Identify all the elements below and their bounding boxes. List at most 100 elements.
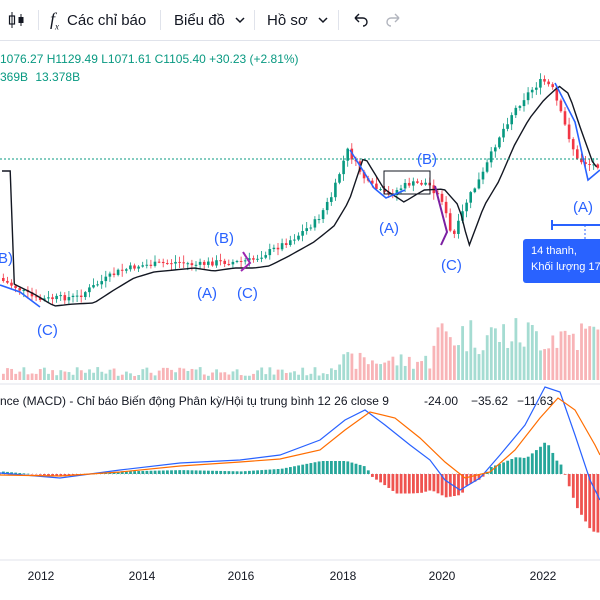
volume-bar bbox=[198, 367, 202, 380]
candle bbox=[518, 106, 522, 108]
candle bbox=[174, 261, 177, 264]
macd-hist-value: -24.00 bbox=[424, 394, 458, 408]
volume-bar bbox=[416, 361, 419, 380]
wave-line-c3 bbox=[434, 185, 449, 246]
candle bbox=[379, 189, 382, 191]
candle bbox=[592, 164, 595, 166]
macd-hist-bar bbox=[297, 465, 300, 474]
macd-hist-bar bbox=[362, 466, 366, 474]
candle bbox=[30, 292, 34, 297]
candle bbox=[309, 227, 313, 229]
macd-hist-bar bbox=[149, 470, 153, 474]
macd-hist-bar bbox=[338, 461, 341, 474]
candle bbox=[252, 258, 255, 260]
candle bbox=[403, 182, 407, 189]
volume-bar bbox=[334, 369, 337, 380]
macd-hist-bar bbox=[588, 474, 592, 529]
macd-hist-bar bbox=[567, 474, 571, 487]
candle bbox=[14, 285, 17, 289]
macd-hist-bar bbox=[133, 471, 136, 474]
candle bbox=[453, 230, 456, 234]
volume-bar bbox=[297, 374, 300, 380]
macd-hist-bar bbox=[563, 474, 567, 475]
candle bbox=[59, 295, 62, 297]
candle bbox=[18, 288, 21, 291]
candle bbox=[321, 210, 325, 220]
profile-button[interactable]: Hồ sơ bbox=[267, 0, 330, 40]
candle bbox=[280, 243, 284, 250]
volume-bars bbox=[2, 318, 600, 380]
volume-bar bbox=[293, 371, 296, 380]
candle bbox=[202, 261, 206, 265]
macd-hist-bar bbox=[198, 470, 202, 474]
macd-hist-bar bbox=[346, 461, 350, 474]
volume-bar bbox=[268, 367, 272, 380]
volume-bar bbox=[543, 349, 546, 380]
macd-hist-bar bbox=[129, 471, 132, 474]
volume-bar bbox=[170, 369, 173, 380]
macd-hist-bar bbox=[153, 470, 157, 474]
volume-bar bbox=[539, 350, 542, 380]
candle bbox=[47, 297, 50, 299]
candle bbox=[448, 213, 452, 231]
candle bbox=[387, 191, 390, 195]
macd-hist-bar bbox=[477, 474, 481, 480]
macd-hist-bar bbox=[522, 457, 526, 474]
volume-bar bbox=[567, 334, 571, 380]
macd-hist-bar bbox=[428, 474, 432, 491]
volume-bar bbox=[166, 367, 169, 380]
volume-value-b: 13.378B bbox=[35, 70, 81, 84]
candle bbox=[2, 278, 5, 281]
candle-style-button[interactable] bbox=[6, 0, 28, 40]
profile-label: Hồ sơ bbox=[267, 11, 308, 29]
macd-signal-value: −11.63 bbox=[517, 394, 553, 408]
undo-button[interactable] bbox=[350, 0, 370, 40]
volume-bar bbox=[75, 367, 79, 380]
macd-hist-bar bbox=[457, 474, 460, 496]
redo-button[interactable] bbox=[384, 0, 404, 40]
volume-value-a: 369B bbox=[0, 70, 29, 84]
volume-bar bbox=[362, 357, 366, 380]
volume-bar bbox=[235, 369, 239, 380]
volume-bar bbox=[547, 348, 551, 380]
candle bbox=[178, 261, 181, 263]
macd-hist-bar bbox=[580, 474, 583, 515]
candle bbox=[239, 260, 243, 262]
macd-hist-bar bbox=[51, 474, 54, 476]
macd-hist-bar bbox=[276, 469, 280, 474]
volume-bar bbox=[84, 372, 87, 380]
macd-hist-bar bbox=[543, 442, 546, 474]
macd-hist-bar bbox=[432, 474, 436, 492]
toolbar-separator bbox=[338, 10, 339, 30]
candle bbox=[465, 202, 468, 212]
volume-bar bbox=[412, 368, 415, 380]
candle bbox=[412, 181, 415, 186]
macd-hist-bar bbox=[424, 474, 428, 492]
candle bbox=[260, 257, 263, 259]
macd-hist-bar bbox=[59, 474, 63, 477]
macd-hist-bar bbox=[293, 466, 296, 474]
volume-bar bbox=[116, 375, 120, 380]
chart-templates-button[interactable]: Biểu đồ bbox=[174, 0, 247, 40]
indicators-button[interactable]: fx Các chỉ báo bbox=[50, 0, 146, 40]
macd-hist-bar bbox=[248, 470, 251, 474]
candle bbox=[395, 190, 399, 196]
volume-bar bbox=[305, 375, 309, 380]
volume-bar bbox=[26, 374, 30, 380]
macd-hist-bar bbox=[190, 470, 194, 474]
macd-hist-bar bbox=[379, 474, 382, 483]
wave-label-b2: (B) bbox=[214, 230, 234, 247]
candle bbox=[75, 295, 79, 297]
candle bbox=[522, 100, 526, 107]
volume-bar bbox=[272, 374, 276, 380]
macd-hist-bar bbox=[6, 471, 9, 474]
macd-hist-bar bbox=[301, 464, 305, 474]
volume-bar bbox=[239, 375, 243, 380]
macd-hist-bar bbox=[280, 468, 284, 474]
macd-signal-line bbox=[0, 397, 600, 479]
macd-hist-bar bbox=[166, 470, 169, 474]
macd-hist-bar bbox=[502, 462, 505, 474]
volume-bar bbox=[71, 374, 75, 380]
volume-bar bbox=[325, 374, 329, 380]
